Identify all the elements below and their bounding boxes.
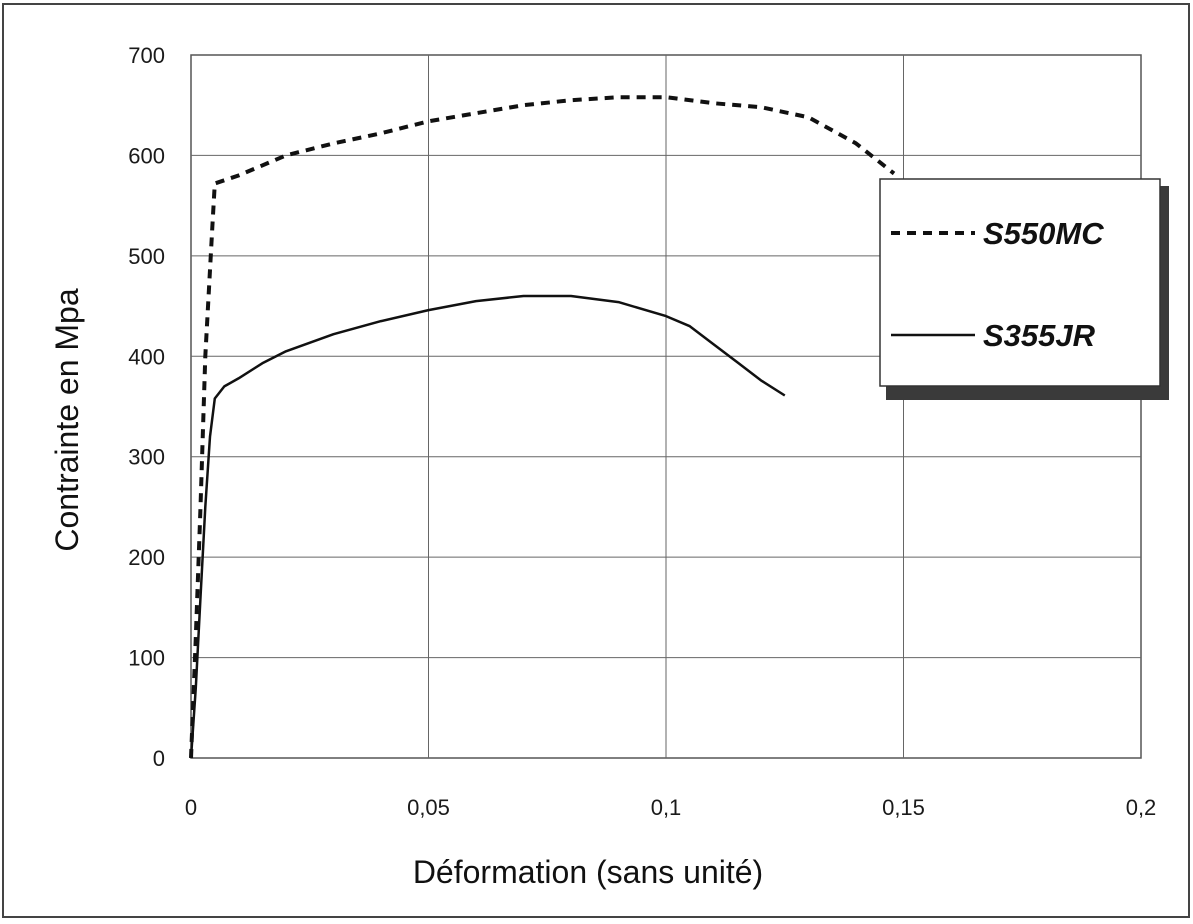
y-tick-label: 400 (128, 344, 165, 369)
tick-labels: 0 100 200 300 400 500 600 700 0 0,05 0,1 0,15 0,2 (128, 43, 1156, 820)
y-tick-label: 700 (128, 43, 165, 68)
legend-label-s550mc: S550MC (983, 216, 1104, 251)
x-tick-label: 0,05 (407, 795, 450, 820)
y-tick-label: 600 (128, 143, 165, 168)
x-tick-label: 0,1 (651, 795, 682, 820)
y-tick-label: 100 (128, 646, 165, 671)
y-tick-label: 300 (128, 445, 165, 470)
x-axis-title: Déformation (sans unité) (413, 854, 763, 890)
series-line-s355jr (189, 294, 786, 759)
y-tick-label: 0 (153, 746, 165, 771)
legend-label-s355jr: S355JR (983, 318, 1096, 353)
y-tick-label: 500 (128, 244, 165, 269)
x-tick-label: 0 (185, 795, 197, 820)
legend: S550MC S355JR (879, 178, 1169, 400)
y-axis-title: Contrainte en Mpa (49, 288, 85, 551)
x-tick-label: 0,2 (1126, 795, 1157, 820)
x-tick-label: 0,15 (882, 795, 925, 820)
legend-box (879, 178, 1161, 387)
series-group (189, 95, 896, 759)
chart-frame (2, 3, 1190, 918)
y-tick-label: 200 (128, 545, 165, 570)
